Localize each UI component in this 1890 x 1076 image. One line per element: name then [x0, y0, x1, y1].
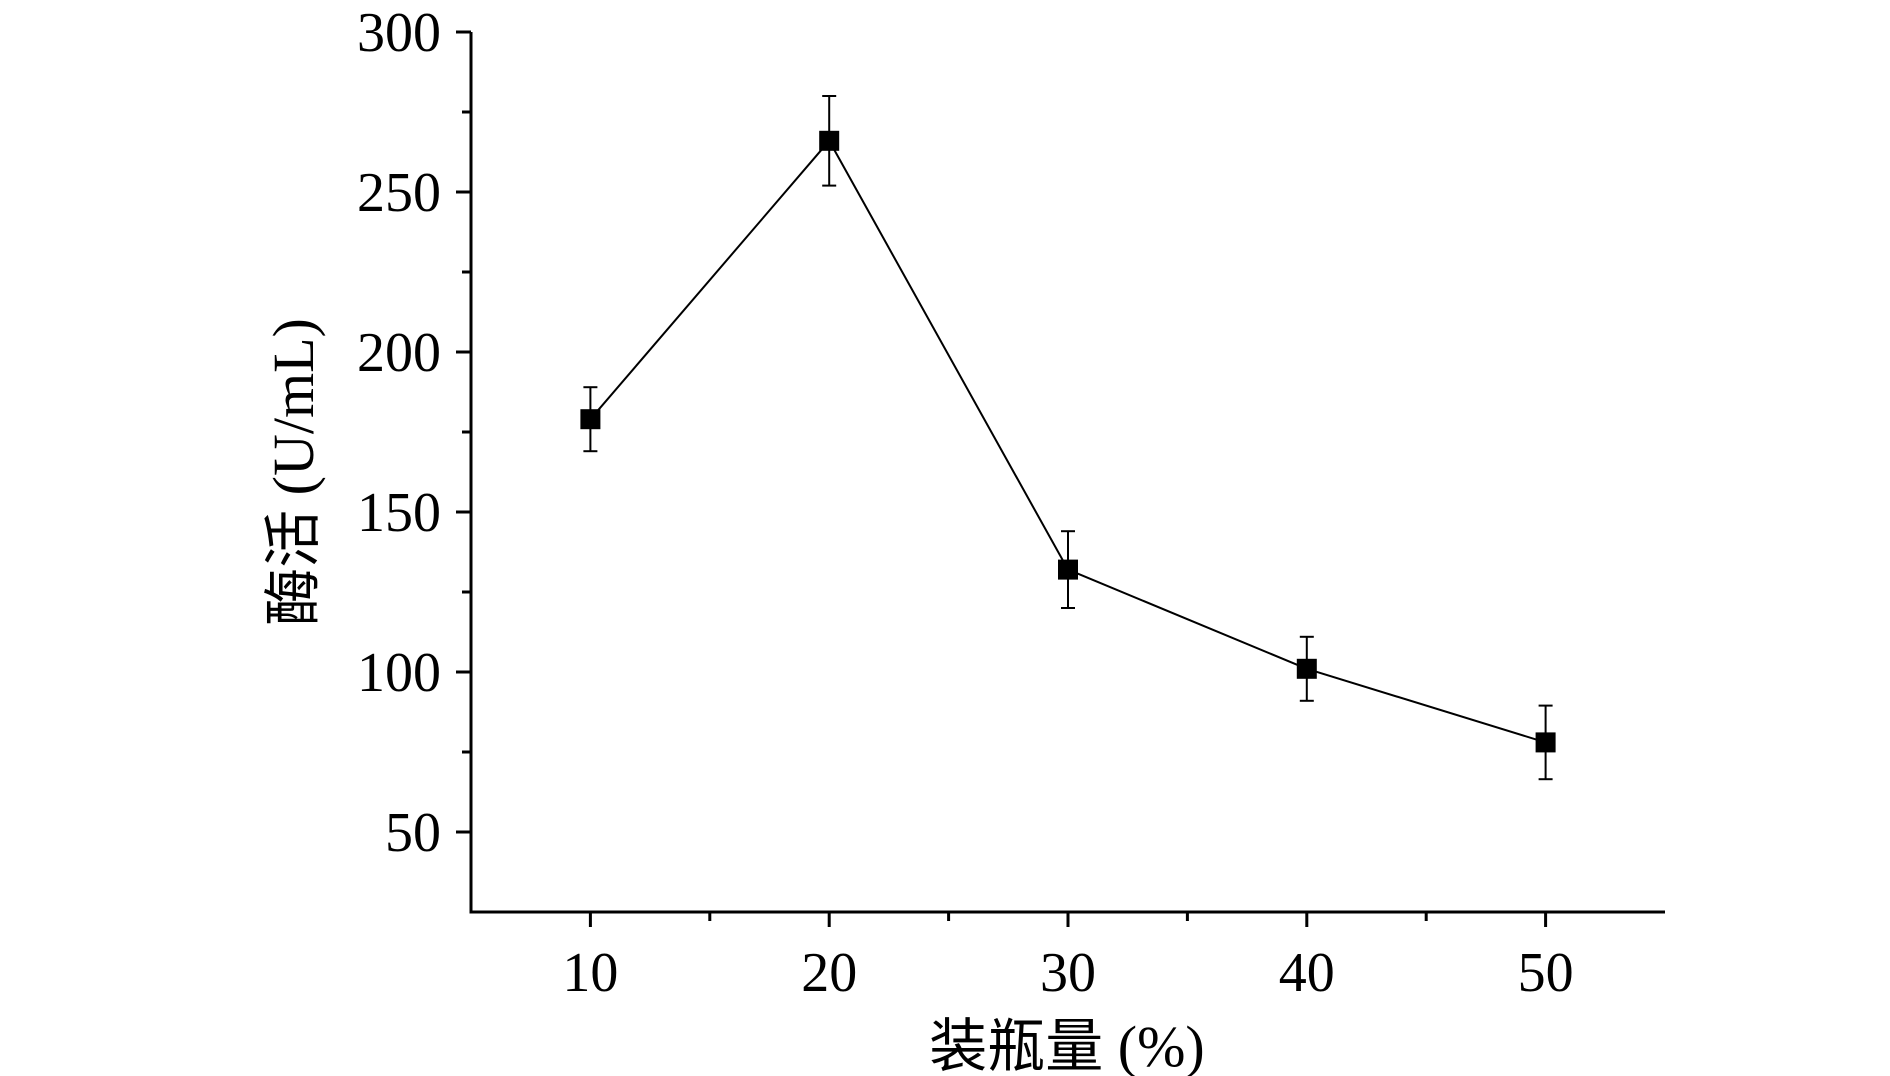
y-tick-label-150: 150: [357, 482, 441, 544]
tick-labels: 50 100 150 200 250 300 10 20 30 40 50: [357, 2, 1574, 1004]
x-axis-title: 装瓶量 (%): [929, 1014, 1204, 1076]
y-tick-label-300: 300: [357, 2, 441, 64]
y-tick-label-100: 100: [357, 642, 441, 704]
x-tick-label-40: 40: [1279, 942, 1335, 1004]
x-tick-label-10: 10: [562, 942, 618, 1004]
data-point-50: [1535, 732, 1556, 753]
x-tick-label-20: 20: [801, 942, 857, 1004]
data-point-30: [1058, 559, 1078, 580]
x-tick-label-30: 30: [1040, 942, 1096, 1004]
y-tick-label-200: 200: [357, 322, 441, 384]
data-point-40: [1296, 658, 1317, 679]
series-line-0: [589, 139, 1546, 744]
data-point-20: [819, 130, 840, 151]
axes: [469, 32, 1665, 914]
x-tick-label-50: 50: [1518, 942, 1574, 1004]
series: [580, 95, 1556, 781]
y-tick-label-50: 50: [385, 802, 441, 864]
data-point-10: [580, 409, 601, 430]
y-tick-label-250: 250: [357, 162, 441, 224]
ticks: [456, 30, 1548, 927]
y-axis-title: 酶活 (U/mL): [261, 318, 326, 626]
